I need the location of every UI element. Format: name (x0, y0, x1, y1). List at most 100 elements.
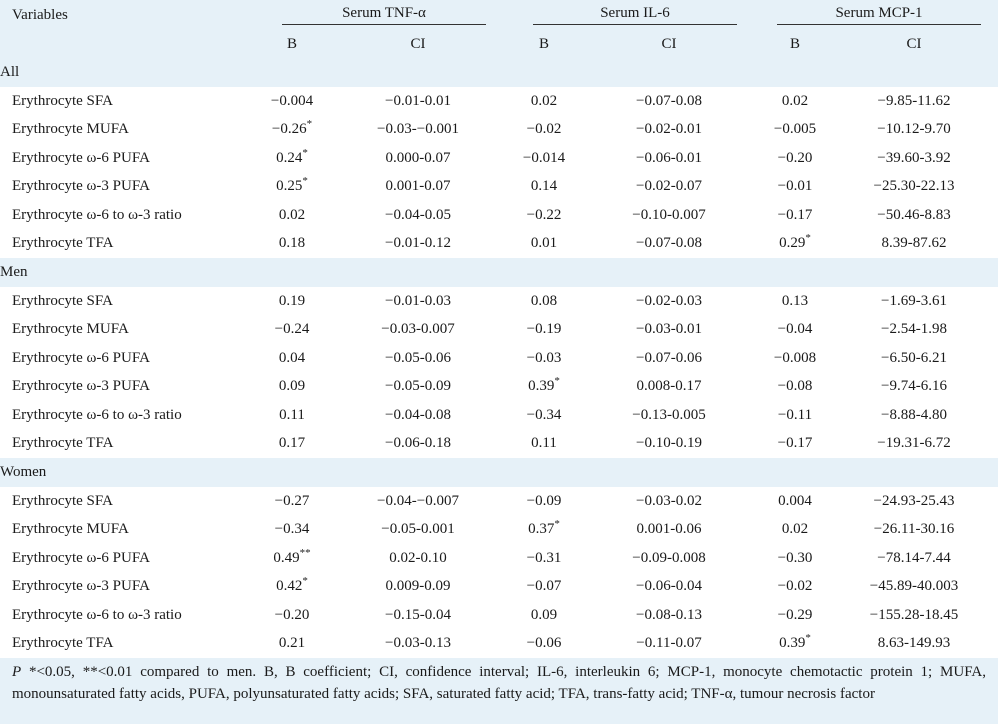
cell-value: −0.06 (526, 635, 562, 652)
cell-value: −0.04-0.08 (385, 406, 451, 423)
table-row: Erythrocyte TFA 0.21 −0.03-0.13 −0.06 −0.11-… (0, 630, 998, 659)
cell-value: −0.03-0.13 (385, 635, 451, 652)
section-row: Women (0, 458, 998, 487)
b-cell: −0.06 (510, 630, 578, 659)
b-cell: 0.49** (258, 544, 326, 573)
b-cell: 0.04 (258, 344, 326, 373)
cell-value: −0.02 (526, 121, 562, 138)
b-cell: −0.19 (510, 316, 578, 345)
variable-name: Erythrocyte MUFA (12, 521, 129, 538)
cell-value: −0.20 (274, 606, 310, 623)
cell-value: −9.74-6.16 (881, 378, 947, 395)
variable-name: Erythrocyte TFA (12, 435, 114, 452)
cell-value: −0.06-0.04 (636, 578, 702, 595)
cell-value: −0.04 (777, 321, 813, 338)
ci-cell: −0.03-0.007 (326, 316, 510, 345)
cell-value: −0.01-0.03 (385, 292, 451, 309)
b-cell: 0.21 (258, 630, 326, 659)
ci-cell: −0.05-0.06 (326, 344, 510, 373)
table-row: Erythrocyte MUFA −0.24 −0.03-0.007 −0.19 −0.… (0, 316, 998, 345)
cell-value: −0.34 (274, 521, 310, 538)
ci-cell: −0.01-0.03 (326, 287, 510, 316)
b-cell: 0.13 (760, 287, 830, 316)
cell-value: −0.06-0.18 (385, 435, 451, 452)
ci-cell: −0.08-0.13 (578, 601, 760, 630)
ci-cell: −19.31-6.72 (830, 430, 998, 459)
cell-value: −0.08-0.13 (636, 606, 702, 623)
header-sub-ci: CI (410, 35, 426, 52)
b-cell: −0.34 (510, 401, 578, 430)
cell-value: −155.28-18.45 (869, 606, 959, 623)
ci-cell: −0.03-0.02 (578, 487, 760, 516)
b-cell: 0.09 (510, 601, 578, 630)
cell-value: 0.001-0.06 (636, 521, 702, 538)
header-sub-b: B (789, 35, 800, 52)
cell-value: 0.02 (781, 92, 809, 109)
ci-cell: −78.14-7.44 (830, 544, 998, 573)
cell-value: 8.39-87.62 (881, 235, 947, 252)
cell-value: 0.004 (778, 492, 812, 509)
ci-cell: −0.05-0.09 (326, 373, 510, 402)
ci-cell: −0.03-−0.001 (326, 116, 510, 145)
cell-value: −50.46-8.83 (877, 206, 951, 223)
b-cell: −0.004 (258, 87, 326, 116)
table-row: Erythrocyte SFA 0.19 −0.01-0.03 0.08 −0.02-0… (0, 287, 998, 316)
b-cell: −0.26* (258, 116, 326, 145)
ci-cell: −6.50-6.21 (830, 344, 998, 373)
cell-value: −0.01 (777, 178, 813, 195)
ci-cell: −0.01-0.01 (326, 87, 510, 116)
ci-cell: −0.02-0.03 (578, 287, 760, 316)
cell-value: 0.49 (273, 549, 300, 566)
b-cell: 0.37* (510, 516, 578, 545)
cell-value: 0.13 (781, 292, 809, 309)
cell-value: −0.01-0.01 (385, 92, 451, 109)
ci-cell: 0.001-0.07 (326, 173, 510, 202)
b-cell: 0.02 (510, 87, 578, 116)
b-cell: 0.09 (258, 373, 326, 402)
b-cell: 0.17 (258, 430, 326, 459)
cell-value: −0.03-0.007 (381, 321, 455, 338)
variable-name: Erythrocyte TFA (12, 635, 114, 652)
table-row: Erythrocyte SFA −0.27 −0.04-−0.007 −0.09 −0.… (0, 487, 998, 516)
ci-cell: −8.88-4.80 (830, 401, 998, 430)
cell-value: −0.03-0.02 (636, 492, 702, 509)
cell-value: −0.09 (526, 492, 562, 509)
ci-cell: −0.03-0.01 (578, 316, 760, 345)
b-cell: −0.03 (510, 344, 578, 373)
cell-value: −45.89-40.003 (869, 578, 959, 595)
variable-name: Erythrocyte SFA (12, 292, 113, 309)
b-cell: 0.02 (760, 516, 830, 545)
cell-value: −0.07 (526, 578, 562, 595)
cell-value: −0.15-0.04 (385, 606, 451, 623)
cell-value: −0.10-0.19 (636, 435, 702, 452)
cell-value: 0.02 (278, 206, 306, 223)
cell-value: −0.17 (777, 435, 813, 452)
cell-value: 0.14 (530, 178, 558, 195)
ci-cell: −0.02-0.01 (578, 116, 760, 145)
variable-name: Erythrocyte SFA (12, 492, 113, 509)
header-group-mcp1: Serum MCP-1 (777, 5, 981, 25)
header-sub-b: B (538, 35, 549, 52)
b-cell: 0.11 (510, 430, 578, 459)
variable-name: Erythrocyte ω-6 to ω-3 ratio (12, 406, 182, 423)
table-row: Erythrocyte ω-3 PUFA 0.25* 0.001-0.07 0.14 −… (0, 173, 998, 202)
significance-marker: * (302, 575, 308, 588)
cell-value: −0.31 (526, 549, 562, 566)
variable-name: Erythrocyte MUFA (12, 321, 129, 338)
b-cell: −0.02 (760, 573, 830, 602)
ci-cell: −0.04-−0.007 (326, 487, 510, 516)
variable-name: Erythrocyte ω-6 to ω-3 ratio (12, 606, 182, 623)
cell-value: −0.06-0.01 (636, 149, 702, 166)
variable-name: Erythrocyte ω-3 PUFA (12, 378, 150, 395)
cell-value: −0.03-0.01 (636, 321, 702, 338)
header-sub-ci: CI (906, 35, 922, 52)
cell-value: 8.63-149.93 (877, 635, 951, 652)
variable-name: Erythrocyte SFA (12, 92, 113, 109)
variable-name: Erythrocyte ω-6 PUFA (12, 349, 150, 366)
footnote-p: P (12, 664, 22, 680)
cell-value: −0.02-0.07 (636, 178, 702, 195)
variable-name: Erythrocyte ω-6 PUFA (12, 549, 150, 566)
b-cell: −0.30 (760, 544, 830, 573)
cell-value: 0.39 (528, 378, 555, 395)
